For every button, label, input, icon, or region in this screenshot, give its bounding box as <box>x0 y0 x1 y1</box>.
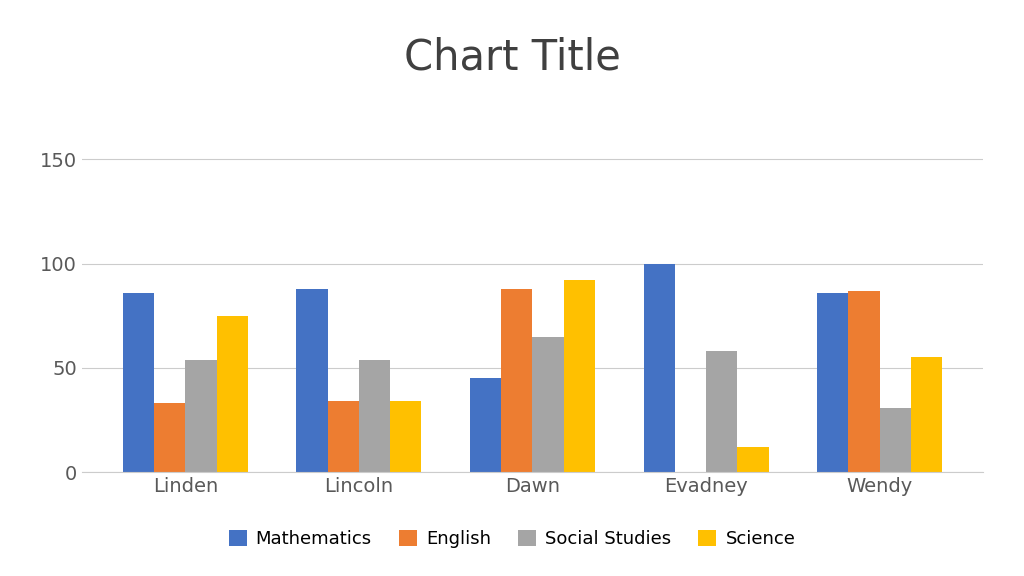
Bar <box>910 358 942 472</box>
Bar <box>217 316 248 472</box>
Bar <box>501 289 532 472</box>
Bar <box>643 264 675 472</box>
Bar <box>328 401 359 472</box>
Bar <box>848 291 880 472</box>
Bar <box>296 289 328 472</box>
Legend: Mathematics, English, Social Studies, Science: Mathematics, English, Social Studies, Sc… <box>221 523 803 555</box>
Bar <box>532 336 564 472</box>
Text: Chart Title: Chart Title <box>403 37 621 78</box>
Bar <box>880 408 910 472</box>
Bar <box>123 293 155 472</box>
Bar <box>155 403 185 472</box>
Bar <box>737 447 769 472</box>
Bar <box>390 401 422 472</box>
Bar <box>706 351 737 472</box>
Bar <box>564 281 595 472</box>
Bar <box>359 359 390 472</box>
Bar <box>185 359 217 472</box>
Bar <box>470 378 501 472</box>
Bar <box>817 293 848 472</box>
